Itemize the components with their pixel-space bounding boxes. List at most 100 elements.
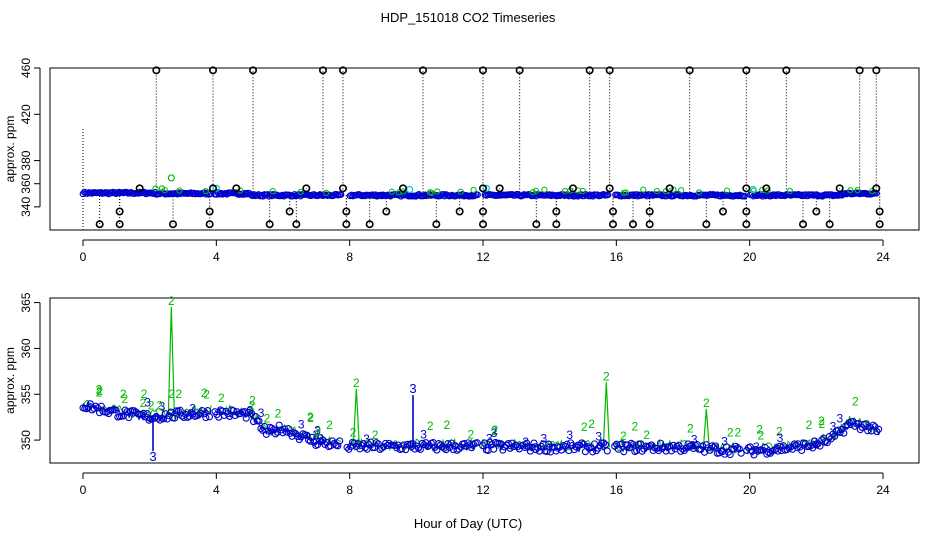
label-marker-2: 2 (307, 410, 314, 424)
data-point (474, 191, 481, 199)
label-marker-2: 2 (201, 386, 208, 400)
outlier-point (338, 184, 347, 193)
outlier-point (318, 66, 327, 75)
data-point (711, 442, 720, 450)
data-point (291, 191, 298, 198)
outlier-point (782, 66, 791, 75)
label-marker-2: 2 (758, 428, 765, 442)
data-point (442, 446, 450, 454)
data-point (723, 187, 731, 194)
data-point (579, 440, 588, 448)
data-point (746, 443, 754, 451)
outlier-point (608, 207, 617, 216)
data-point (750, 187, 757, 194)
label-marker-2: 2 (581, 420, 588, 434)
label-marker-2: 2 (175, 387, 182, 401)
data-point (439, 191, 447, 198)
outlier-point (872, 184, 881, 193)
label-marker-3: 3 (777, 431, 784, 445)
data-point (640, 186, 647, 193)
outlier-point (205, 207, 214, 216)
data-point (854, 187, 861, 194)
data-point (678, 445, 687, 453)
label-marker-3: 3 (363, 432, 370, 446)
outlier-point (568, 184, 577, 193)
data-point (176, 187, 183, 194)
x-tick-label: 0 (80, 250, 87, 264)
outlier-point (702, 220, 711, 229)
label-marker-2: 2 (168, 387, 175, 401)
x-axis-label: Hour of Day (UTC) (414, 516, 522, 531)
outlier-point (628, 220, 637, 229)
outlier-point (798, 220, 807, 229)
outlier-point (812, 207, 821, 216)
data-point (812, 441, 820, 449)
outlier-point (418, 66, 427, 75)
data-point (620, 448, 628, 456)
data-point (202, 190, 210, 198)
x-axis: 0 4 8 12 16 20 24 (80, 472, 890, 497)
data-point (468, 444, 476, 452)
outlier-point (608, 220, 617, 229)
data-point (112, 406, 120, 414)
data-point (530, 439, 538, 447)
data-point (358, 441, 366, 450)
data-point (678, 187, 685, 194)
data-point (818, 436, 826, 444)
data-point (600, 439, 608, 447)
outlier-point (292, 220, 301, 229)
data-point (372, 439, 380, 447)
label-marker-3: 3 (409, 381, 416, 396)
y-tick-label: 380 (19, 150, 33, 170)
label-marker-2: 2 (631, 419, 638, 433)
data-point (444, 440, 452, 448)
data-point (414, 444, 423, 452)
data-point (557, 446, 566, 454)
y-tick-label: 365 (19, 292, 33, 312)
data-point (708, 442, 716, 450)
outlier-point (835, 184, 844, 193)
outlier-point (605, 184, 614, 193)
data-point (262, 430, 270, 438)
label-marker-3: 3 (595, 430, 602, 444)
data-point (482, 184, 490, 192)
data-point (776, 442, 784, 450)
data-point (297, 188, 304, 196)
label-marker-2: 2 (603, 369, 610, 383)
data-point (336, 437, 344, 445)
outlier-point (342, 220, 351, 229)
outlier-point (365, 220, 374, 229)
data-point (434, 188, 441, 195)
outlier-point (742, 184, 751, 193)
data-point (125, 414, 133, 422)
data-point (603, 447, 611, 455)
y-tick-label: 355 (19, 384, 33, 404)
outlier-point (205, 220, 214, 229)
outlier-point (665, 184, 674, 193)
outlier-point (742, 220, 751, 229)
data-point (388, 188, 395, 195)
outlier-point (338, 66, 347, 75)
data-point (218, 407, 226, 415)
outlier-point (742, 66, 751, 75)
x-tick-label: 16 (610, 250, 624, 264)
label-marker-2: 2 (140, 396, 147, 410)
outlier-point (342, 207, 351, 216)
x-tick-label: 12 (476, 250, 490, 264)
data-point (813, 191, 820, 199)
outlier-point (95, 220, 104, 229)
y-tick-label: 460 (19, 58, 33, 78)
data-point (255, 417, 263, 425)
outlier-point (432, 220, 441, 229)
plot-frame (49, 67, 920, 231)
data-point (343, 443, 351, 451)
data-point (205, 413, 214, 421)
data-point (416, 445, 424, 454)
x-tick-label: 12 (476, 483, 490, 497)
y-axis: 350 355 360 365 (19, 292, 41, 450)
label-marker-2: 2 (852, 395, 859, 409)
